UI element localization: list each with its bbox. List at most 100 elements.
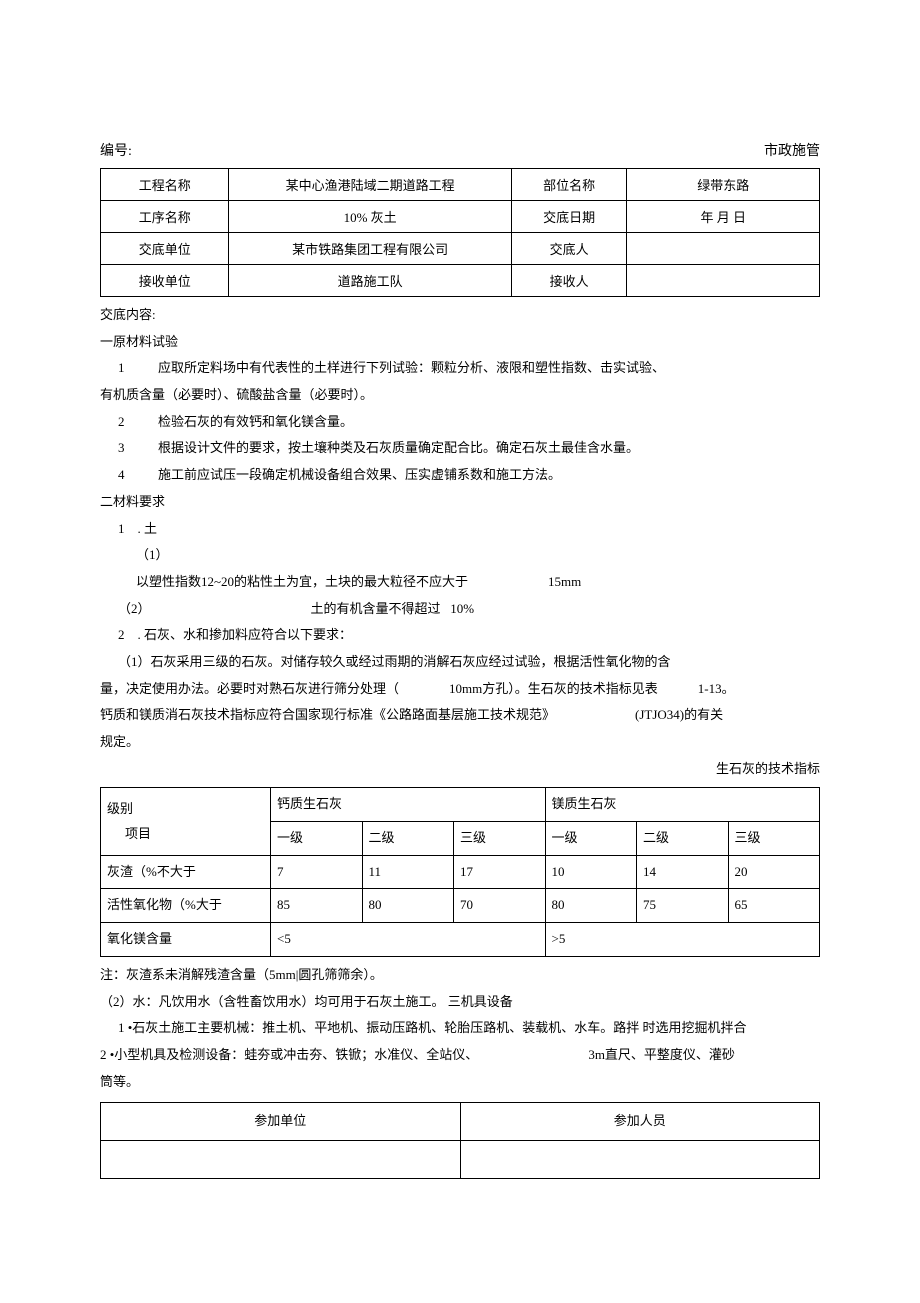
text-part: 2 •小型机具及检测设备：蛙夯或冲击夯、铁锨；水准仪、全站仪、: [100, 1047, 478, 1062]
cell-label: 接收人: [511, 265, 627, 297]
doc-number-label: 编号:: [100, 140, 132, 160]
data-cell: 80: [545, 889, 637, 923]
note-text: 注：灰渣系未消解残渣含量（5mm|圆孔筛筛余）。: [100, 963, 820, 988]
cell-label: 交底日期: [511, 201, 627, 233]
sub-item: （2）: [118, 601, 151, 616]
list-item: 1应取所定料场中有代表性的土样进行下列试验：颗粒分析、液限和塑性指数、击实试验、: [100, 356, 820, 381]
data-cell: 11: [362, 855, 454, 889]
header-cell: 一级: [545, 822, 637, 856]
cell-text: 级别: [107, 801, 133, 816]
text-part: 1-13。: [698, 681, 735, 696]
section-heading: 一原材料试验: [100, 330, 820, 355]
sub-heading: 2 . 石灰、水和掺加料应符合以下要求：: [100, 623, 820, 648]
table-row: 参加单位 参加人员: [101, 1103, 820, 1141]
data-cell: 65: [728, 889, 820, 923]
item-text: 应取所定料场中有代表性的土样进行下列试验：颗粒分析、液限和塑性指数、击实试验、: [158, 360, 665, 375]
cell-value: 10% 灰土: [229, 201, 511, 233]
header-cell: 二级: [362, 822, 454, 856]
data-cell: 70: [454, 889, 546, 923]
table-row: 氧化镁含量 <5 >5: [101, 923, 820, 957]
spec-table: 级别 项目 钙质生石灰 镁质生石灰 一级 二级 三级 一级 二级 三级 灰渣（%…: [100, 787, 820, 956]
cell-label: 工程名称: [101, 169, 229, 201]
cell-label: 交底人: [511, 233, 627, 265]
note-text: 有机质含量（必要时）、硫酸盐含量（必要时）。: [100, 383, 820, 408]
body-text: 钙质和镁质消石灰技术指标应符合国家现行标准《公路路面基层施工技术规范》 (JTJO…: [100, 703, 820, 728]
section-heading: 二材料要求: [100, 490, 820, 515]
item-text: 根据设计文件的要求，按土壤种类及石灰质量确定配合比。确定石灰土最佳含水量。: [158, 440, 639, 455]
table-row: 活性氧化物（%大于 85 80 70 80 75 65: [101, 889, 820, 923]
body-text: 以塑性指数12~20的粘性土为宜，土块的最大粒径不应大于 15mm: [100, 570, 820, 595]
data-cell: 75: [637, 889, 729, 923]
header-cell: 二级: [637, 822, 729, 856]
item-text: 施工前应试压一段确定机械设备组合效果、压实虚铺系数和施工方法。: [158, 467, 561, 482]
data-cell: 80: [362, 889, 454, 923]
body-text: 筒等。: [100, 1070, 820, 1095]
cell-value: 绿带东路: [627, 169, 820, 201]
text-part: (JTJO34)的有关: [635, 707, 723, 722]
empty-cell: [101, 1140, 461, 1178]
footer-table: 参加单位 参加人员: [100, 1102, 820, 1179]
body-text: （1）石灰采用三级的石灰。对储存较久或经过雨期的消解石灰应经过试验，根据活性氧化…: [100, 650, 820, 675]
data-cell: <5: [271, 923, 546, 957]
cell-label: 部位名称: [511, 169, 627, 201]
data-cell: 85: [271, 889, 363, 923]
body-text: （2） 土的有机含量不得超过 10%: [100, 597, 820, 622]
header-cell: 一级: [271, 822, 363, 856]
table-row: 级别 项目 钙质生石灰 镁质生石灰: [101, 788, 820, 822]
sub-heading: 1 . 土: [100, 517, 820, 542]
content-body: 交底内容: 一原材料试验 1应取所定料场中有代表性的土样进行下列试验：颗粒分析、…: [100, 303, 820, 1179]
table-row: 接收单位 道路施工队 接收人: [101, 265, 820, 297]
data-cell: 17: [454, 855, 546, 889]
cell-value: [627, 233, 820, 265]
text-part: 10%: [450, 601, 474, 616]
cell-value: 道路施工队: [229, 265, 511, 297]
body-text: 量，决定使用办法。必要时对熟石灰进行筛分处理（ 10mm方孔）。生石灰的技术指标见…: [100, 677, 820, 702]
text-part: 土的有机含量不得超过: [311, 601, 441, 616]
body-text: 2 •小型机具及检测设备：蛙夯或冲击夯、铁锨；水准仪、全站仪、 3m直尺、平整度仪…: [100, 1043, 820, 1068]
row-label: 活性氧化物（%大于: [101, 889, 271, 923]
cell-value: 年 月 日: [627, 201, 820, 233]
data-cell: >5: [545, 923, 820, 957]
table-row: [101, 1140, 820, 1178]
text-part: 以塑性指数12~20的粘性土为宜，土块的最大粒径不应大于: [136, 574, 468, 589]
cell-label: 交底单位: [101, 233, 229, 265]
body-text: （2）水：凡饮用水（含牲畜饮用水）均可用于石灰土施工。 三机具设备: [100, 990, 820, 1015]
row-label: 氧化镁含量: [101, 923, 271, 957]
table-row: 灰渣（%不大于 7 11 17 10 14 20: [101, 855, 820, 889]
text-part: 10mm方孔）。生石灰的技术指标见表: [449, 681, 658, 696]
item-text: 检验石灰的有效钙和氧化镁含量。: [158, 414, 353, 429]
data-cell: 20: [728, 855, 820, 889]
cell-label: 工序名称: [101, 201, 229, 233]
header-cell: 参加人员: [460, 1103, 820, 1141]
table-row: 工序名称 10% 灰土 交底日期 年 月 日: [101, 201, 820, 233]
cell-text: 项目: [107, 822, 151, 847]
list-item: 2检验石灰的有效钙和氧化镁含量。: [100, 410, 820, 435]
body-text: 1 •石灰土施工主要机械：推土机、平地机、振动压路机、轮胎压路机、装载机、水车。…: [100, 1016, 820, 1041]
header-cell: 参加单位: [101, 1103, 461, 1141]
list-item: 4施工前应试压一段确定机械设备组合效果、压实虚铺系数和施工方法。: [100, 463, 820, 488]
table-row: 工程名称 某中心渔港陆域二期道路工程 部位名称 绿带东路: [101, 169, 820, 201]
text-part: 量，决定使用办法。必要时对熟石灰进行筛分处理（: [100, 681, 399, 696]
cell-value: 某市铁路集团工程有限公司: [229, 233, 511, 265]
text-part: 15mm: [548, 574, 581, 589]
cell-label: 接收单位: [101, 265, 229, 297]
text-part: 3m直尺、平整度仪、灌砂: [588, 1047, 735, 1062]
empty-cell: [460, 1140, 820, 1178]
cell-value: 某中心渔港陆域二期道路工程: [229, 169, 511, 201]
header-cell: 三级: [454, 822, 546, 856]
info-table: 工程名称 某中心渔港陆域二期道路工程 部位名称 绿带东路 工序名称 10% 灰土…: [100, 168, 820, 297]
header-cell: 级别 项目: [101, 788, 271, 855]
header-cell: 三级: [728, 822, 820, 856]
body-text: 规定。: [100, 730, 820, 755]
table-caption: 生石灰的技术指标: [100, 757, 820, 782]
header-cell: 钙质生石灰: [271, 788, 546, 822]
list-item: 3根据设计文件的要求，按土壤种类及石灰质量确定配合比。确定石灰土最佳含水量。: [100, 436, 820, 461]
content-title: 交底内容:: [100, 303, 820, 328]
text-part: 钙质和镁质消石灰技术指标应符合国家现行标准《公路路面基层施工技术规范》: [100, 707, 555, 722]
cell-value: [627, 265, 820, 297]
data-cell: 10: [545, 855, 637, 889]
sub-item: （1）: [100, 543, 820, 568]
header-cell: 镁质生石灰: [545, 788, 820, 822]
data-cell: 7: [271, 855, 363, 889]
row-label: 灰渣（%不大于: [101, 855, 271, 889]
